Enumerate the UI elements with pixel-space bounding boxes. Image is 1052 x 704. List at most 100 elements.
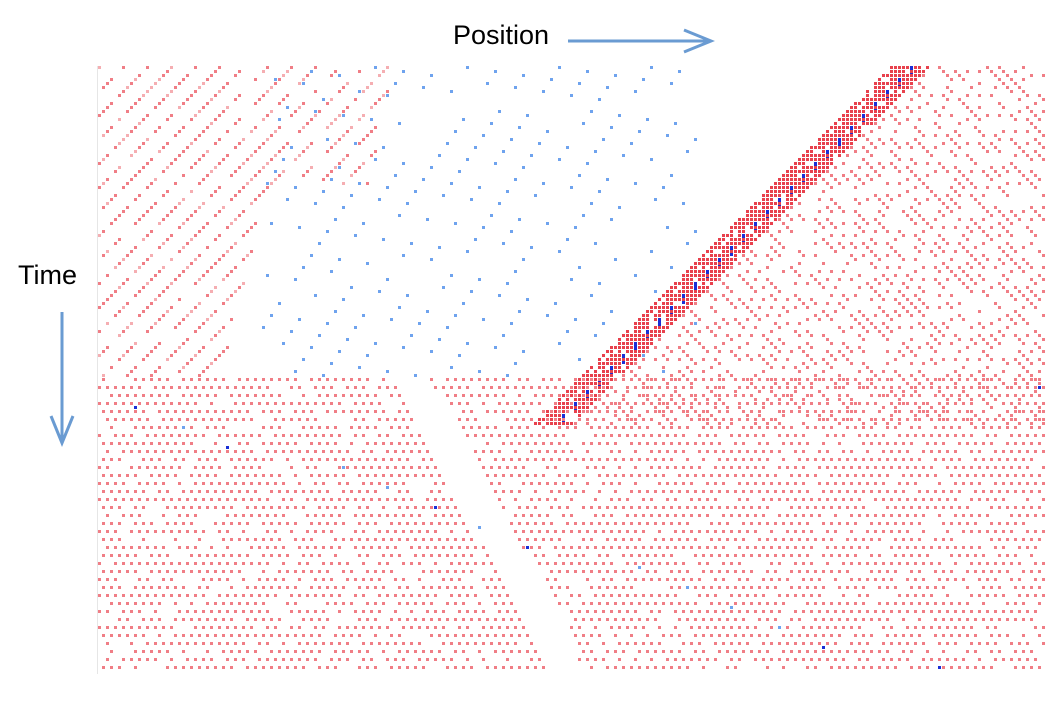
- cell-mark: [578, 266, 581, 269]
- cell-mark: [902, 390, 905, 393]
- cell-mark: [790, 378, 793, 381]
- cell-mark: [694, 266, 697, 269]
- cell-mark: [866, 466, 869, 469]
- cell-mark: [710, 254, 713, 257]
- cell-mark: [954, 70, 957, 73]
- cell-mark: [278, 538, 281, 541]
- cell-mark: [298, 562, 301, 565]
- cell-mark: [738, 238, 741, 241]
- cell-mark: [594, 382, 597, 385]
- cell-mark: [586, 394, 589, 397]
- cell-mark: [386, 90, 389, 93]
- cell-mark: [258, 562, 261, 565]
- cell-mark: [370, 498, 373, 501]
- cell-mark: [398, 426, 401, 429]
- cell-mark: [602, 354, 605, 357]
- cell-mark: [802, 498, 805, 501]
- cell-mark: [770, 482, 773, 485]
- cell-mark: [418, 514, 421, 517]
- cell-mark: [938, 210, 941, 213]
- cell-mark: [1030, 242, 1033, 245]
- cell-mark: [862, 118, 865, 121]
- cell-mark: [386, 530, 389, 533]
- cell-mark: [866, 138, 869, 141]
- cell-mark: [798, 382, 801, 385]
- cell-mark: [182, 270, 185, 273]
- cell-mark: [686, 290, 689, 293]
- cell-mark: [782, 490, 785, 493]
- cell-mark: [902, 294, 905, 297]
- cell-mark: [642, 382, 645, 385]
- cell-mark: [934, 338, 937, 341]
- cell-mark: [974, 458, 977, 461]
- cell-mark: [614, 414, 617, 417]
- cell-mark: [250, 386, 253, 389]
- cell-mark: [234, 290, 237, 293]
- cell-mark: [578, 406, 581, 409]
- cell-mark: [694, 294, 697, 297]
- cell-mark: [986, 210, 989, 213]
- cell-mark: [846, 126, 849, 129]
- cell-mark: [778, 242, 781, 245]
- cell-mark: [162, 482, 165, 485]
- cell-mark: [822, 146, 825, 149]
- cell-mark: [370, 82, 373, 85]
- cell-mark: [198, 570, 201, 573]
- cell-mark: [842, 150, 845, 153]
- cell-mark: [390, 522, 393, 525]
- cell-mark: [954, 226, 957, 229]
- cell-mark: [914, 498, 917, 501]
- cell-mark: [978, 70, 981, 73]
- cell-mark: [762, 298, 765, 301]
- cell-mark: [130, 346, 133, 349]
- cell-mark: [414, 554, 417, 557]
- cell-mark: [634, 514, 637, 517]
- cell-mark: [758, 354, 761, 357]
- cell-mark: [798, 298, 801, 301]
- cell-mark: [550, 422, 553, 425]
- cell-mark: [842, 402, 845, 405]
- cell-mark: [374, 66, 377, 69]
- cell-mark: [814, 158, 817, 161]
- cell-mark: [550, 78, 553, 81]
- cell-mark: [270, 426, 273, 429]
- cell-mark: [918, 474, 921, 477]
- cell-mark: [934, 410, 937, 413]
- cell-mark: [734, 250, 737, 253]
- cell-mark: [974, 426, 977, 429]
- cell-mark: [202, 346, 205, 349]
- cell-mark: [894, 426, 897, 429]
- cell-mark: [274, 450, 277, 453]
- cell-mark: [638, 322, 641, 325]
- cell-mark: [1042, 530, 1045, 533]
- cell-mark: [498, 386, 501, 389]
- cell-mark: [1034, 282, 1037, 285]
- cell-mark: [870, 166, 873, 169]
- cell-mark: [894, 90, 897, 93]
- cell-mark: [298, 154, 301, 157]
- cell-mark: [130, 562, 133, 565]
- cell-mark: [326, 490, 329, 493]
- cell-mark: [522, 482, 525, 485]
- cell-mark: [674, 310, 677, 313]
- cell-mark: [106, 418, 109, 421]
- cell-mark: [414, 474, 417, 477]
- cell-mark: [798, 410, 801, 413]
- cell-mark: [830, 186, 833, 189]
- cell-mark: [934, 254, 937, 257]
- cell-mark: [562, 418, 565, 421]
- cell-mark: [962, 78, 965, 81]
- cell-mark: [938, 450, 941, 453]
- cell-mark: [166, 570, 169, 573]
- cell-mark: [146, 546, 149, 549]
- cell-mark: [1006, 394, 1009, 397]
- cell-mark: [302, 126, 305, 129]
- cell-mark: [586, 382, 589, 385]
- cell-mark: [342, 466, 345, 469]
- cell-mark: [690, 406, 693, 409]
- cell-mark: [698, 418, 701, 421]
- cell-mark: [838, 442, 841, 445]
- cell-mark: [862, 314, 865, 317]
- cell-mark: [450, 366, 453, 369]
- cell-mark: [298, 318, 301, 321]
